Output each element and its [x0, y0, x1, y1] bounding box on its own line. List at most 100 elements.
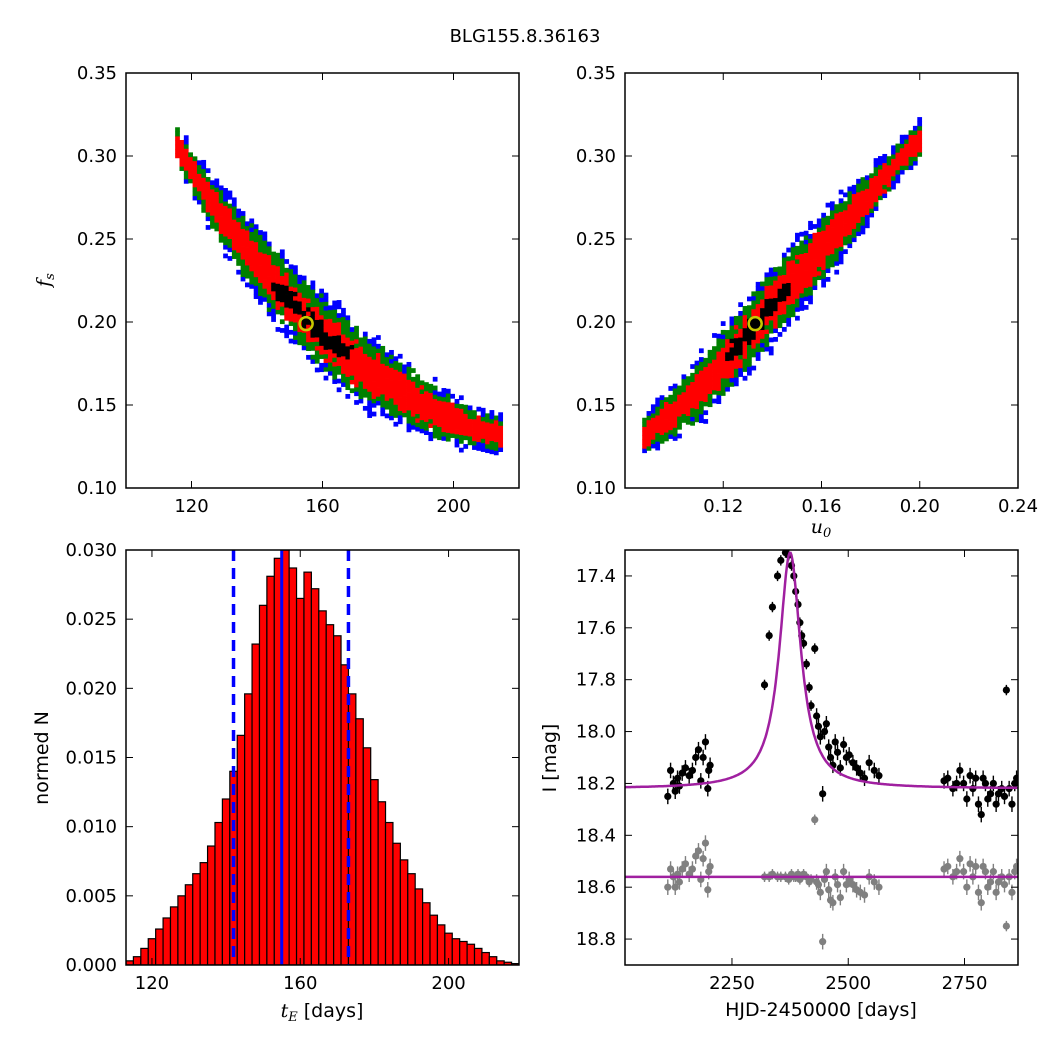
heatmap-cell	[397, 393, 403, 398]
heatmap-cell	[288, 312, 294, 318]
heatmap-cell	[218, 185, 224, 191]
heatmap-cell	[218, 224, 224, 230]
heatmap-cell	[694, 378, 700, 383]
heatmap-cell	[803, 252, 809, 258]
heatmap-cell	[419, 424, 425, 429]
heatmap-cell	[825, 202, 831, 208]
heatmap-cell	[869, 203, 875, 209]
heatmap-cell	[288, 294, 294, 300]
data-point	[989, 868, 997, 876]
heatmap-cell	[851, 211, 857, 216]
heatmap-cell	[332, 318, 338, 323]
heatmap-cell	[314, 323, 320, 329]
heatmap-cell	[480, 442, 486, 448]
data-point	[671, 787, 679, 795]
heatmap-cell	[266, 307, 272, 312]
heatmap-cell	[188, 178, 193, 184]
heatmap-cell	[764, 337, 770, 343]
heatmap-cell	[851, 224, 857, 229]
heatmap-cell	[751, 313, 757, 318]
heatmap-cell	[266, 272, 272, 277]
heatmap-cell	[223, 253, 228, 259]
heatmap-cell	[262, 253, 268, 259]
heatmap-cell	[314, 337, 320, 342]
heatmap-cell	[301, 336, 307, 342]
heatmap-cell	[218, 233, 224, 239]
histogram-bar	[221, 798, 231, 965]
heatmap-cell	[432, 411, 438, 417]
heatmap-cell	[716, 394, 722, 400]
heatmap-cell	[655, 436, 661, 442]
heatmap-cell	[480, 412, 486, 417]
heatmap-cell	[690, 377, 695, 383]
heatmap-cell	[415, 409, 421, 415]
heatmap-cell	[755, 303, 761, 309]
heatmap-cell	[358, 350, 364, 356]
heatmap-cell	[493, 437, 499, 443]
heatmap-cell	[834, 212, 840, 218]
heatmap-cell	[729, 355, 735, 361]
data-point	[678, 865, 686, 873]
heatmap-cell	[760, 303, 765, 309]
heatmap-cell	[354, 356, 359, 362]
heatmap-cell	[310, 341, 316, 347]
heatmap-cell	[419, 406, 425, 412]
heatmap-cell	[214, 222, 220, 227]
heatmap-cell	[445, 428, 451, 433]
heatmap-cell	[760, 342, 765, 348]
heatmap-cell	[175, 144, 180, 150]
heatmap-cell	[781, 292, 787, 297]
heatmap-cell	[742, 319, 748, 324]
heatmap-cell	[249, 235, 255, 241]
heatmap-cell	[781, 309, 787, 315]
heatmap-cell	[873, 188, 879, 194]
heatmap-cell	[375, 356, 381, 362]
heatmap-cell	[341, 325, 346, 331]
heatmap-cell	[799, 266, 805, 272]
heatmap-cell	[777, 292, 783, 298]
heatmap-cell	[917, 152, 923, 157]
heatmap-cell	[480, 429, 486, 435]
x-tick-label: 2250	[709, 973, 755, 994]
heatmap-cell	[768, 289, 774, 295]
heatmap-cell	[214, 178, 220, 184]
heatmap-cell	[345, 315, 351, 321]
y-tick-label: 0.35	[576, 63, 616, 84]
heatmap-cell	[402, 368, 407, 374]
heatmap-cell	[293, 304, 298, 310]
heatmap-cell	[262, 235, 268, 241]
heatmap-cell	[441, 405, 447, 411]
heatmap-cell	[279, 288, 285, 294]
heatmap-cell	[838, 246, 844, 252]
heatmap-cell	[210, 206, 215, 212]
heatmap-cell	[485, 439, 490, 445]
heatmap-cell	[253, 276, 259, 282]
heatmap-cell	[895, 169, 901, 175]
heatmap-cell	[362, 384, 368, 389]
heatmap-cell	[720, 343, 726, 348]
heatmap-cell	[707, 371, 713, 377]
heatmap-cell	[301, 288, 307, 294]
heatmap-cell	[445, 410, 451, 416]
heatmap-cell	[816, 218, 822, 224]
heatmap-cell	[410, 376, 416, 382]
heatmap-cell	[424, 421, 429, 427]
heatmap-cell	[681, 409, 687, 415]
heatmap-cell	[183, 170, 189, 175]
heatmap-cell	[175, 127, 180, 133]
heatmap-cell	[825, 263, 831, 269]
heatmap-cell	[258, 243, 263, 248]
data-point	[833, 880, 842, 889]
heatmap-cell	[795, 289, 800, 295]
heatmap-cell	[751, 365, 757, 371]
heatmap-cell	[642, 426, 647, 432]
heatmap-cell	[402, 403, 407, 409]
heatmap-cell	[742, 345, 748, 351]
heatmap-cell	[223, 222, 228, 228]
heatmap-cell	[279, 249, 285, 255]
heatmap-cell	[389, 384, 394, 390]
heatmap-cell	[371, 398, 377, 404]
heatmap-cell	[685, 406, 691, 412]
heatmap-cell	[650, 439, 656, 445]
heatmap-cell	[450, 428, 455, 434]
